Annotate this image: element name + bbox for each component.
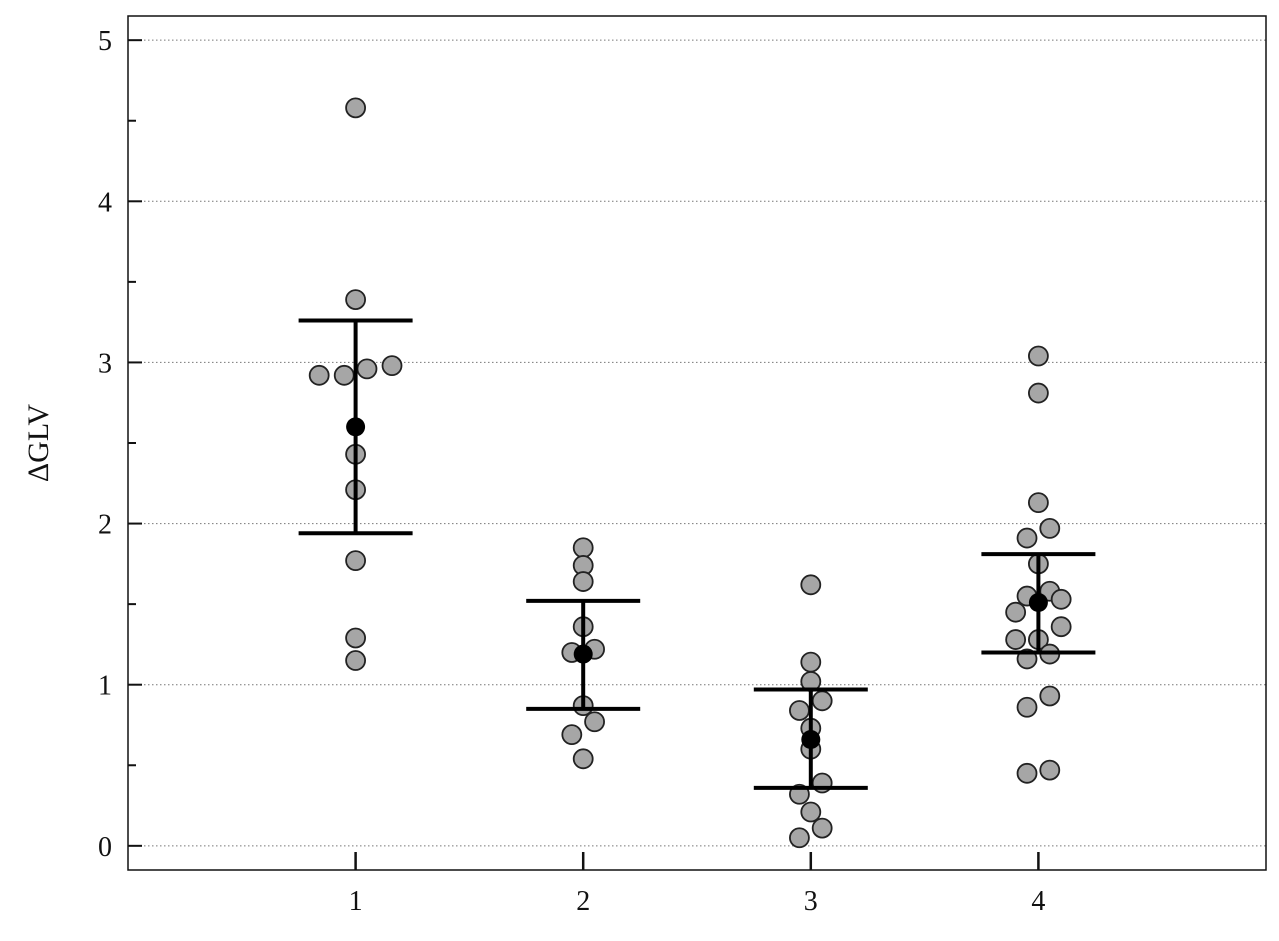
data-point xyxy=(1005,629,1027,650)
y-tick-label: 3 xyxy=(98,348,112,379)
data-point xyxy=(333,364,355,386)
data-point xyxy=(345,97,367,119)
x-tick-label: 3 xyxy=(804,886,818,917)
data-point xyxy=(811,690,833,712)
data-point xyxy=(800,574,822,596)
group-mean xyxy=(573,644,593,664)
data-point xyxy=(1005,601,1027,623)
group-mean xyxy=(346,417,366,437)
data-point xyxy=(345,650,367,671)
data-point xyxy=(789,700,810,721)
y-tick-label: 4 xyxy=(98,187,112,218)
data-point xyxy=(345,550,367,572)
data-point xyxy=(800,651,822,673)
data-point xyxy=(308,364,330,386)
data-point xyxy=(1039,759,1061,781)
data-point xyxy=(1039,518,1061,539)
data-point xyxy=(1028,345,1049,367)
y-axis-title: ΔGLV xyxy=(22,404,55,483)
data-points xyxy=(308,97,1072,849)
grid xyxy=(128,39,1266,847)
group-means xyxy=(346,417,1048,749)
data-point xyxy=(1028,492,1049,514)
data-point xyxy=(572,571,594,592)
x-tick-label: 4 xyxy=(1031,886,1045,917)
data-point xyxy=(572,537,594,559)
x-tick-label: 2 xyxy=(576,886,590,917)
data-point xyxy=(1050,616,1072,638)
data-point xyxy=(345,289,367,310)
data-point xyxy=(789,827,810,849)
data-point xyxy=(800,801,822,823)
y-axis: 0 1 2 3 4 5 xyxy=(98,26,142,863)
y-tick-label: 0 xyxy=(98,832,112,863)
data-point xyxy=(345,627,367,649)
data-point xyxy=(1050,588,1072,610)
data-point xyxy=(561,724,583,746)
data-point xyxy=(1039,685,1061,707)
data-point xyxy=(1028,382,1049,404)
data-point xyxy=(1016,696,1038,718)
data-point xyxy=(584,711,605,733)
data-point xyxy=(572,748,594,770)
data-point xyxy=(381,355,403,377)
x-tick-label: 1 xyxy=(349,886,363,917)
y-tick-label: 2 xyxy=(98,510,112,541)
group-mean xyxy=(1028,593,1048,613)
data-point xyxy=(1016,762,1038,784)
data-point xyxy=(811,817,833,839)
data-point xyxy=(1016,527,1038,549)
y-tick-label: 5 xyxy=(98,26,112,57)
group-mean xyxy=(801,729,821,749)
data-point xyxy=(356,358,378,380)
x-axis: 1 2 3 4 xyxy=(349,852,1045,917)
y-tick-label: 1 xyxy=(98,671,112,702)
